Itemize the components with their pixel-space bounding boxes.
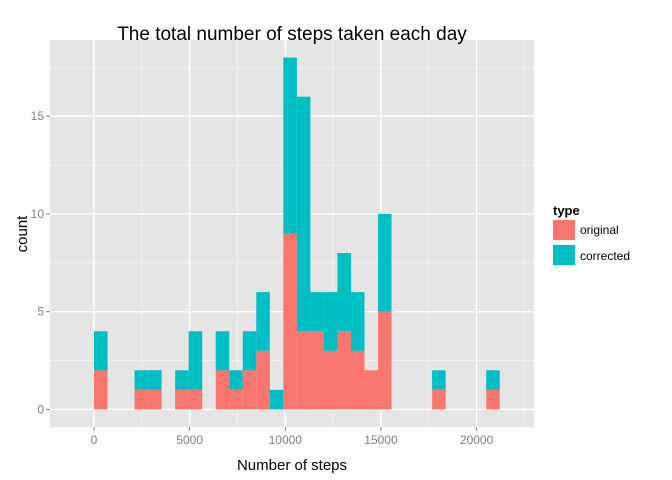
- bar-corrected: [337, 253, 351, 332]
- bar-original: [188, 389, 203, 410]
- legend-swatch-original: [553, 220, 575, 240]
- bar-original: [215, 370, 230, 410]
- x-axis-ticks: 0 5000 10000 15000 20000: [91, 427, 494, 447]
- bar-original: [283, 233, 297, 410]
- bar-original: [175, 389, 189, 410]
- bar-corrected: [323, 292, 338, 351]
- bar-corrected: [296, 96, 311, 332]
- bar-original: [94, 370, 108, 410]
- y-tick-label: 10: [31, 207, 45, 221]
- bar-corrected: [283, 57, 297, 234]
- bar-original: [323, 350, 338, 410]
- x-axis-label: Number of steps: [237, 457, 347, 474]
- bar-corrected: [350, 292, 365, 351]
- bar-original: [337, 331, 351, 410]
- bar-corrected: [148, 370, 162, 390]
- bar-original: [229, 389, 243, 410]
- x-tick-label: 15000: [364, 433, 398, 447]
- x-tick-label: 20000: [460, 433, 494, 447]
- bars: [94, 57, 500, 410]
- bar-original: [364, 370, 379, 410]
- legend-label-corrected: corrected: [580, 249, 630, 263]
- bar-original: [378, 311, 392, 410]
- bar-corrected: [215, 331, 230, 371]
- legend-swatch-corrected: [553, 245, 575, 265]
- bar-corrected: [175, 370, 189, 390]
- bar-corrected: [134, 370, 149, 390]
- legend: type original corrected: [553, 203, 630, 265]
- bar-original: [350, 350, 365, 410]
- bar-original: [134, 389, 149, 410]
- legend-title: type: [553, 203, 580, 218]
- bar-corrected: [188, 331, 203, 390]
- x-tick-label: 5000: [176, 433, 203, 447]
- bar-corrected: [486, 370, 500, 390]
- bar-original: [148, 389, 162, 410]
- y-tick-label: 0: [37, 402, 44, 416]
- bar-corrected: [229, 370, 243, 390]
- y-axis-label: count: [14, 215, 31, 253]
- bar-corrected: [432, 370, 446, 390]
- bar-corrected: [94, 331, 108, 371]
- bar-corrected: [242, 331, 257, 371]
- y-tick-label: 5: [37, 305, 44, 319]
- bar-original: [242, 370, 257, 410]
- bar-original: [296, 331, 311, 410]
- bar-corrected: [310, 292, 324, 332]
- bar-original: [256, 350, 270, 410]
- y-axis-ticks: 0 5 10 15: [31, 109, 50, 416]
- bar-corrected: [378, 213, 392, 312]
- legend-label-original: original: [580, 223, 619, 237]
- bar-corrected: [269, 389, 284, 410]
- bar-original: [432, 389, 446, 410]
- bar-corrected: [256, 292, 270, 351]
- bar-original: [310, 331, 324, 410]
- bar-original: [486, 389, 500, 410]
- x-tick-label: 0: [91, 433, 98, 447]
- y-tick-label: 15: [31, 109, 45, 123]
- x-tick-label: 10000: [269, 433, 303, 447]
- chart-title: The total number of steps taken each day: [117, 24, 467, 45]
